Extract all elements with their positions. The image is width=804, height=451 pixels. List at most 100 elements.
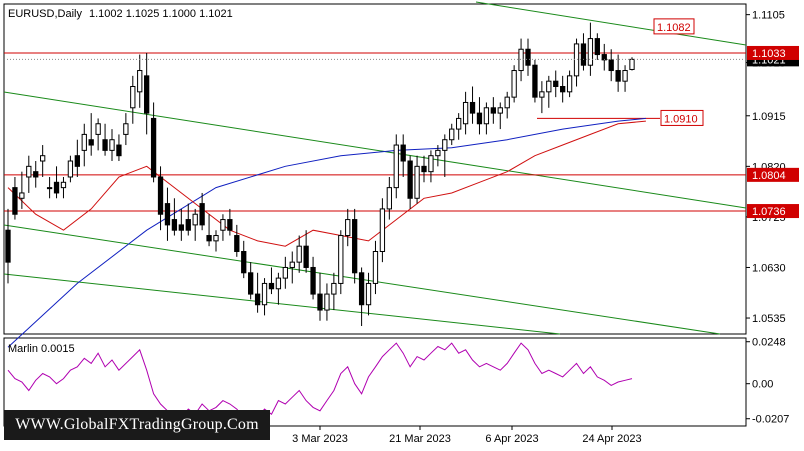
candle-down	[553, 80, 559, 88]
candle-up	[511, 70, 517, 98]
level-box-1.0736	[747, 204, 799, 219]
candle-up	[261, 282, 268, 306]
candle-down	[317, 293, 323, 311]
trend-channel-line-4	[475, 1, 747, 46]
candle-down	[185, 219, 191, 231]
price-tick-label: 1.0630	[752, 262, 786, 274]
candle-down	[594, 38, 600, 56]
watermark: WWW.GlobalFXTradingGroup.Com	[4, 410, 270, 440]
level-box-1.0804	[747, 167, 799, 182]
candle-up	[573, 43, 580, 77]
candle-up	[428, 155, 434, 173]
candle-up	[296, 245, 302, 263]
moving-average-red	[7, 120, 646, 247]
candle-down	[88, 139, 94, 146]
date-tick-label: 6 Apr 2023	[485, 433, 538, 445]
candle-up	[46, 187, 53, 190]
candle-down	[178, 224, 184, 231]
candle-down	[580, 43, 587, 66]
level-tag-box-1.0910	[660, 109, 704, 126]
candle-down	[421, 165, 427, 173]
indicator-name: Marlin 0.0015	[8, 343, 75, 355]
candle-down	[12, 187, 18, 215]
candle-up	[213, 235, 219, 242]
candle-down	[358, 272, 365, 306]
candle-up	[456, 117, 462, 130]
moving-average-blue	[7, 117, 646, 348]
candle-up	[372, 251, 379, 284]
candle-down	[476, 112, 483, 125]
marlin-line	[7, 342, 633, 422]
candle-up	[220, 219, 226, 231]
candle-down	[490, 107, 496, 114]
candle-down	[469, 101, 476, 114]
candle-down	[199, 203, 205, 226]
candle-down	[102, 139, 108, 151]
candle-down	[560, 86, 566, 93]
candle-up	[26, 165, 32, 178]
candle-down	[33, 171, 39, 178]
candle-up	[95, 123, 101, 135]
candle-down	[144, 75, 150, 114]
candle-down	[227, 219, 233, 231]
candle-down	[303, 245, 309, 268]
candle-down	[74, 155, 80, 167]
indicator-tick-label: 0.0248	[752, 337, 786, 349]
candle-up	[137, 70, 143, 93]
candle-up	[393, 144, 399, 189]
candle-up	[379, 208, 386, 253]
candle-up	[504, 96, 510, 109]
candle-up	[414, 165, 420, 199]
level-label-1.0736: 1.0736	[752, 206, 786, 218]
indicator-tick-label: 0.00	[752, 379, 773, 391]
candle-up	[546, 80, 552, 93]
candle-up	[192, 213, 198, 226]
trend-channel-line-3	[3, 273, 561, 335]
candle-up	[67, 160, 74, 178]
candle-up	[289, 261, 295, 268]
candle-up	[19, 192, 25, 199]
level-tag-1.0910: 1.0910	[664, 113, 698, 125]
price-tick-label: 1.0915	[752, 111, 786, 123]
candle-up	[275, 277, 282, 290]
level-label-1.0804: 1.0804	[752, 170, 786, 182]
candle-up	[497, 107, 503, 114]
level-box-1.1033	[747, 45, 799, 60]
candle-up	[483, 107, 490, 125]
candle-up	[40, 155, 46, 162]
candle-up	[386, 187, 392, 210]
candle-up	[518, 48, 524, 72]
candle-down	[150, 117, 157, 178]
candle-up	[442, 139, 448, 151]
candle-up	[109, 139, 115, 151]
candle-down	[157, 176, 164, 215]
candle-down	[601, 54, 607, 61]
candle-down	[310, 266, 316, 295]
chart-symbol: EURUSD,Daily	[8, 8, 82, 20]
candle-down	[5, 229, 11, 263]
candle-down	[615, 70, 621, 82]
candle-up	[331, 282, 337, 295]
candle-up	[462, 101, 469, 125]
trend-channel-line-1	[3, 91, 747, 209]
date-tick-label: 21 Mar 2023	[389, 433, 451, 445]
candle-down	[116, 144, 122, 157]
candle-up	[123, 123, 129, 135]
candle-down	[241, 251, 247, 274]
price-tick-label: 1.1105	[752, 10, 785, 22]
candle-down	[53, 181, 60, 194]
candle-up	[365, 282, 372, 306]
candle-down	[532, 64, 538, 98]
candle-down	[234, 235, 240, 252]
price-tick-label: 1.0535	[752, 313, 786, 325]
candle-up	[539, 91, 545, 98]
candle-down	[407, 160, 413, 199]
candle-down	[164, 203, 171, 226]
candle-down	[268, 282, 275, 290]
candle-down	[525, 48, 531, 66]
level-tag-box-1.1082	[653, 18, 695, 35]
chart-ohlc: 1.1002 1.1025 1.1000 1.1021	[89, 8, 233, 20]
candle-up	[629, 58, 635, 70]
